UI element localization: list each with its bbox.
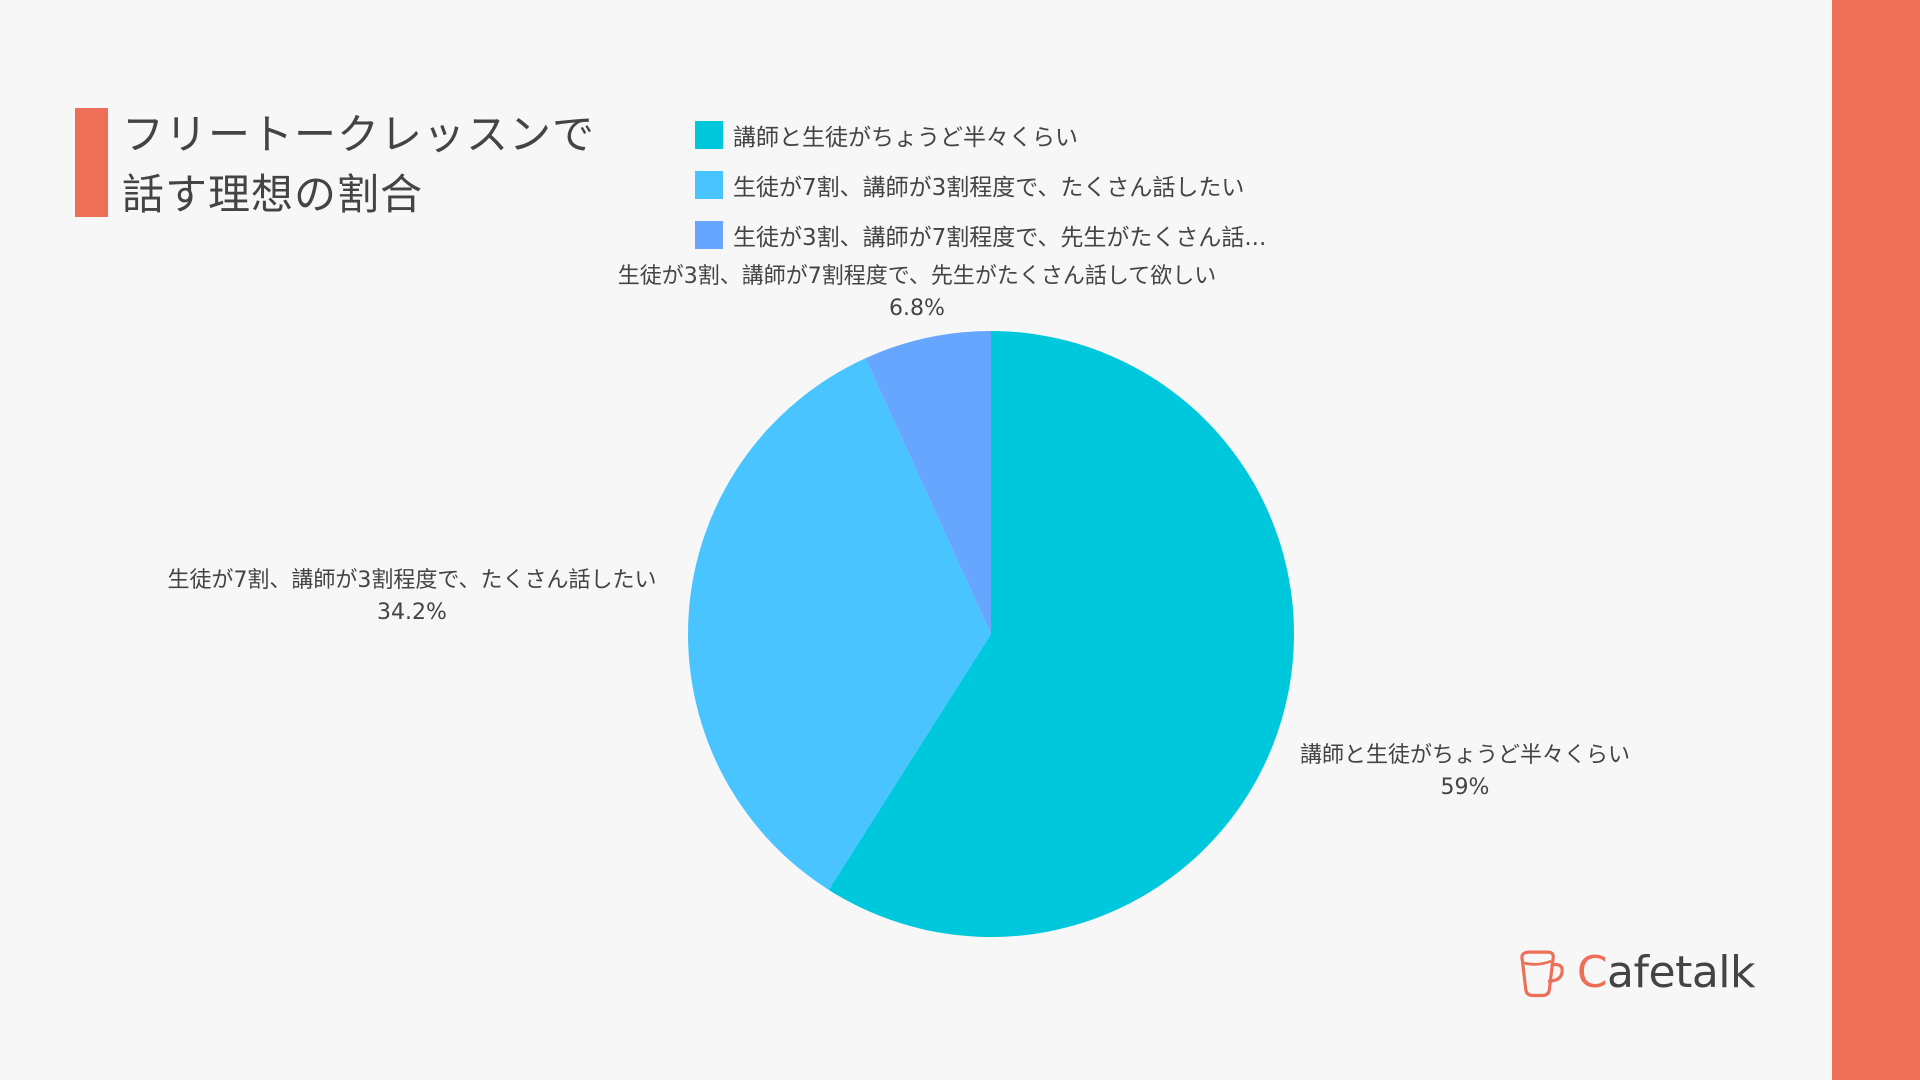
pie-slice-2 [865, 331, 991, 634]
slice-label-value: 59% [1440, 775, 1490, 800]
slice-label: 生徒が7割、講師が3割程度で、たくさん話したい 34.2% [167, 565, 656, 629]
legend-item: 生徒が7割、講師が3割程度で、たくさん話したい [695, 170, 1315, 201]
legend-swatch [695, 221, 723, 249]
coffee-cup-icon [1520, 950, 1564, 998]
slice-label: 生徒が3割、講師が7割程度で、先生がたくさん話して欲しい 6.8% [618, 261, 1216, 325]
slice-label-category: 生徒が7割、講師が3割程度で、たくさん話したい [167, 568, 657, 593]
legend-item: 生徒が3割、講師が7割程度で、先生がたくさん話... [695, 220, 1315, 251]
chart-legend: 講師と生徒がちょうど半々くらい 生徒が7割、講師が3割程度で、たくさん話したい … [695, 120, 1315, 270]
slice-label-value: 34.2% [377, 600, 447, 625]
right-accent-bar [1832, 0, 1920, 1080]
chart-title-line-1: フリートークレッスンで [122, 110, 596, 159]
legend-item: 講師と生徒がちょうど半々くらい [695, 120, 1315, 151]
title-accent-bar [75, 108, 108, 217]
pie-slice-0 [828, 331, 1294, 937]
legend-swatch [695, 171, 723, 199]
slice-label-value: 6.8% [889, 296, 945, 321]
legend-swatch [695, 121, 723, 149]
pie-slice-1 [688, 358, 991, 890]
slice-label-category: 生徒が3割、講師が7割程度で、先生がたくさん話して欲しい [617, 264, 1217, 289]
slice-label: 講師と生徒がちょうど半々くらい 59% [1300, 740, 1630, 804]
logo-wordmark: Cafetalk [1576, 946, 1756, 998]
chart-title: フリートークレッスンで 話す理想の割合 [122, 105, 682, 225]
cafetalk-logo: Cafetalk [1515, 940, 1755, 1004]
chart-title-line-2: 話す理想の割合 [122, 170, 424, 219]
slice-label-category: 講師と生徒がちょうど半々くらい [1299, 743, 1631, 768]
